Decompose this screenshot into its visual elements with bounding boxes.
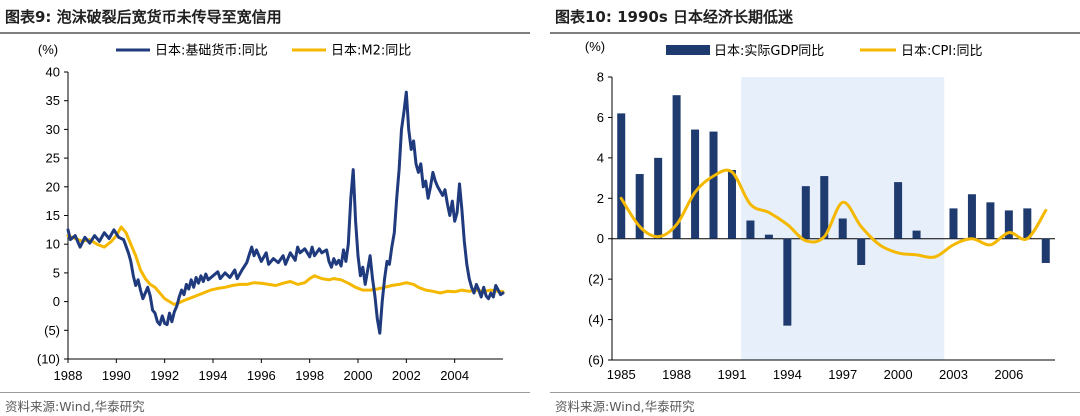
x-tick-label: 1990 xyxy=(102,368,131,383)
bar-2003 xyxy=(949,208,958,239)
bar-1996 xyxy=(820,176,829,239)
y-tick-label: (5) xyxy=(44,323,60,338)
y-tick-label: 35 xyxy=(46,93,60,108)
bar-1987 xyxy=(654,157,663,239)
y-axis-unit-label: (%) xyxy=(585,39,605,54)
y-tick-label: 4 xyxy=(597,150,604,165)
bar-2007 xyxy=(1023,208,1032,239)
x-tick-label: 1997 xyxy=(828,367,857,382)
legend-label: 日本:M2:同比 xyxy=(331,44,411,59)
cpi-line xyxy=(619,168,1048,259)
y-axis-unit-label: (%) xyxy=(38,42,58,57)
x-tick-label: 1994 xyxy=(773,367,802,382)
bar-1985 xyxy=(617,113,626,239)
x-tick-label: 2000 xyxy=(344,368,373,383)
chart-panel-right: 图表10: 1990s 日本经济长期低迷 (%) 8 6 4 2 0 (2) (4) (6) 19… xyxy=(550,0,1080,416)
x-tick-label: 1985 xyxy=(607,367,636,382)
bar-2004 xyxy=(967,194,976,239)
y-tick-label: 40 xyxy=(46,65,60,80)
chart-title: 图表9: 泡沫破裂后宽货币未传导至宽信用 xyxy=(5,8,282,26)
bar-1998 xyxy=(857,238,866,265)
y-tick-label: (6) xyxy=(588,353,604,368)
source-divider xyxy=(0,392,530,393)
legend-label: 日本:CPI:同比 xyxy=(901,44,983,59)
chart-panel-left: 图表9: 泡沫破裂后宽货币未传导至宽信用 (%) 40 35 30 25 20 15 10 5 0… xyxy=(0,0,530,416)
y-tick-label: (10) xyxy=(37,352,60,367)
source-note: 资料来源:Wind,华泰研究 xyxy=(5,399,145,414)
series-line-1 xyxy=(66,225,505,306)
bar-2005 xyxy=(986,202,995,239)
x-tick-label: 2006 xyxy=(994,367,1023,382)
bar-1997 xyxy=(838,218,847,239)
y-tick-label: (4) xyxy=(588,312,604,327)
x-tick-label: 1988 xyxy=(54,368,83,383)
chart-title: 图表10: 1990s 日本经济长期低迷 xyxy=(555,8,793,26)
title-divider xyxy=(550,32,1080,34)
x-tick-label: 2000 xyxy=(884,367,913,382)
y-tick-label: 10 xyxy=(46,237,60,252)
x-tick-label: 1994 xyxy=(199,368,228,383)
bar-2000 xyxy=(894,182,903,239)
x-tick-label: 1992 xyxy=(150,368,179,383)
x-tick-label: 2003 xyxy=(939,367,968,382)
y-tick-label: 0 xyxy=(53,294,60,309)
title-divider xyxy=(0,32,530,34)
bar-1991 xyxy=(727,169,736,239)
y-tick-label: 2 xyxy=(597,191,604,206)
bar-1992 xyxy=(746,220,755,239)
bar-2006 xyxy=(1004,210,1013,239)
series-line-0 xyxy=(66,90,505,335)
y-tick-label: 0 xyxy=(597,231,604,246)
bar-1986 xyxy=(635,174,644,239)
x-tick-label: 1998 xyxy=(295,368,324,383)
legend-swatch-bar xyxy=(666,45,710,55)
y-tick-label: 20 xyxy=(46,179,60,194)
bar-2008 xyxy=(1041,238,1050,263)
source-note: 资料来源:Wind,华泰研究 xyxy=(555,399,695,414)
bar-1994 xyxy=(783,238,792,326)
x-tick-label: 2004 xyxy=(440,368,469,383)
bar-1988 xyxy=(672,95,681,239)
y-tick-label: 15 xyxy=(46,208,60,223)
y-tick-label: 6 xyxy=(597,110,604,125)
y-tick-label: 8 xyxy=(597,70,604,85)
source-divider xyxy=(550,392,1080,393)
y-tick-label: 30 xyxy=(46,122,60,137)
bar-2001 xyxy=(912,230,921,239)
x-tick-label: 1996 xyxy=(247,368,276,383)
x-tick-label: 1991 xyxy=(718,367,747,382)
chart-right-plot: (%) 8 6 4 2 0 (2) (4) (6)1985 1988 1991 1994 1997 200… xyxy=(585,39,1055,382)
bar-1995 xyxy=(801,186,810,239)
y-tick-label: (2) xyxy=(588,272,604,287)
bar-1993 xyxy=(764,234,773,239)
y-tick-label: 5 xyxy=(53,265,60,280)
legend-label: 日本:基础货币:同比 xyxy=(155,43,268,59)
y-tick-label: 25 xyxy=(46,151,60,166)
legend-label: 日本:实际GDP同比 xyxy=(714,44,824,59)
x-tick-label: 1988 xyxy=(662,367,691,382)
chart-left-plot: (%) 40 35 30 25 20 15 10 5 0 (5) (10)1988 1990 1992 19… xyxy=(37,42,505,383)
x-tick-label: 2002 xyxy=(392,368,421,383)
bar-1989 xyxy=(691,129,700,239)
bar-1990 xyxy=(709,131,718,239)
